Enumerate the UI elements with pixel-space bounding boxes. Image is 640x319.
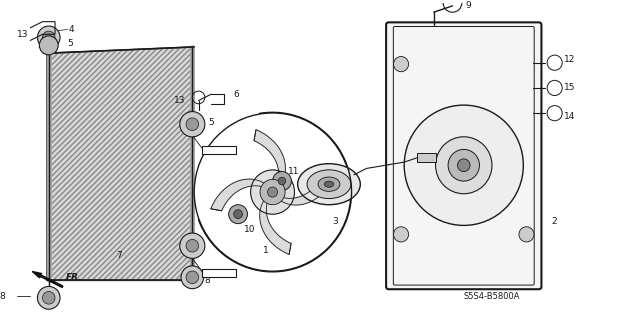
Circle shape [234, 210, 243, 219]
Text: 8: 8 [205, 276, 211, 285]
Circle shape [186, 271, 198, 284]
Text: 9: 9 [465, 1, 471, 11]
FancyBboxPatch shape [202, 146, 236, 154]
Polygon shape [211, 179, 273, 211]
Ellipse shape [318, 177, 340, 191]
FancyBboxPatch shape [417, 152, 436, 162]
Circle shape [42, 31, 55, 44]
Text: 1: 1 [264, 246, 269, 255]
Text: 2: 2 [552, 217, 557, 226]
Text: FR.: FR. [66, 273, 82, 282]
Circle shape [38, 26, 60, 49]
Circle shape [404, 105, 524, 226]
Circle shape [273, 172, 291, 190]
Circle shape [448, 149, 479, 181]
Text: 14: 14 [564, 112, 575, 121]
Text: S5S4-B5800A: S5S4-B5800A [464, 292, 520, 301]
Text: 13: 13 [17, 30, 29, 39]
FancyArrow shape [32, 271, 63, 287]
Text: 15: 15 [564, 84, 575, 93]
Circle shape [181, 266, 204, 289]
Circle shape [228, 205, 248, 224]
Polygon shape [47, 47, 194, 280]
Text: 8: 8 [0, 292, 5, 301]
Text: B-60: B-60 [209, 146, 228, 156]
Circle shape [180, 112, 205, 137]
Circle shape [260, 179, 285, 205]
Text: 12: 12 [564, 55, 575, 64]
Text: 5: 5 [208, 118, 214, 127]
Circle shape [394, 227, 408, 242]
FancyBboxPatch shape [386, 22, 541, 289]
Text: 5: 5 [68, 39, 74, 48]
Polygon shape [273, 173, 334, 205]
Circle shape [519, 227, 534, 242]
Circle shape [436, 137, 492, 194]
FancyBboxPatch shape [202, 269, 236, 277]
Polygon shape [260, 192, 291, 255]
Text: B-60: B-60 [209, 270, 228, 278]
Circle shape [458, 159, 470, 172]
Circle shape [186, 239, 198, 252]
Circle shape [180, 233, 205, 258]
Text: 11: 11 [288, 167, 300, 176]
Text: 13: 13 [173, 96, 185, 105]
Circle shape [268, 187, 278, 197]
Ellipse shape [307, 170, 351, 198]
Text: 6: 6 [233, 90, 239, 99]
Polygon shape [254, 130, 285, 192]
Circle shape [186, 118, 198, 130]
Text: 3: 3 [332, 217, 338, 226]
Text: 4: 4 [69, 25, 74, 34]
Circle shape [278, 177, 285, 185]
Text: 10: 10 [244, 226, 256, 234]
Circle shape [38, 286, 60, 309]
Circle shape [39, 36, 58, 55]
Ellipse shape [324, 181, 333, 187]
Circle shape [251, 170, 294, 214]
Circle shape [42, 292, 55, 304]
Circle shape [394, 56, 408, 72]
Ellipse shape [298, 164, 360, 205]
Text: 7: 7 [116, 251, 122, 260]
